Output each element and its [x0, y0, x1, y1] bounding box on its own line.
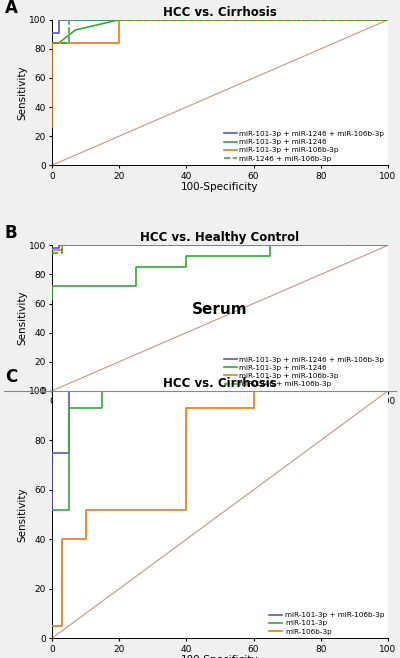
Legend: miR-101-3p + miR-1246 + miR-106b-3p, miR-101-3p + miR-1246, miR-101-3p + miR-106: miR-101-3p + miR-1246 + miR-106b-3p, miR… [221, 353, 387, 390]
Legend: miR-101-3p + miR-1246 + miR-106b-3p, miR-101-3p + miR-1246, miR-101-3p + miR-106: miR-101-3p + miR-1246 + miR-106b-3p, miR… [221, 128, 387, 164]
X-axis label: 100-Specificity: 100-Specificity [181, 655, 259, 658]
X-axis label: 100-Specificity: 100-Specificity [181, 182, 259, 192]
X-axis label: 100-Specificity: 100-Specificity [181, 407, 259, 417]
Y-axis label: Sensitivity: Sensitivity [17, 291, 27, 345]
Text: C: C [5, 368, 17, 386]
Y-axis label: Sensitivity: Sensitivity [17, 487, 27, 542]
Text: Serum: Serum [192, 301, 248, 316]
Text: A: A [5, 0, 18, 17]
Legend: miR-101-3p + miR-106b-3p, miR-101-3p, miR-106b-3p: miR-101-3p + miR-106b-3p, miR-101-3p, mi… [266, 609, 387, 638]
Text: B: B [5, 224, 18, 242]
Y-axis label: Sensitivity: Sensitivity [17, 65, 27, 120]
Title: HCC vs. Cirrhosis: HCC vs. Cirrhosis [163, 376, 277, 390]
Title: HCC vs. Healthy Control: HCC vs. Healthy Control [140, 231, 300, 244]
Title: HCC vs. Cirrhosis: HCC vs. Cirrhosis [163, 5, 277, 18]
